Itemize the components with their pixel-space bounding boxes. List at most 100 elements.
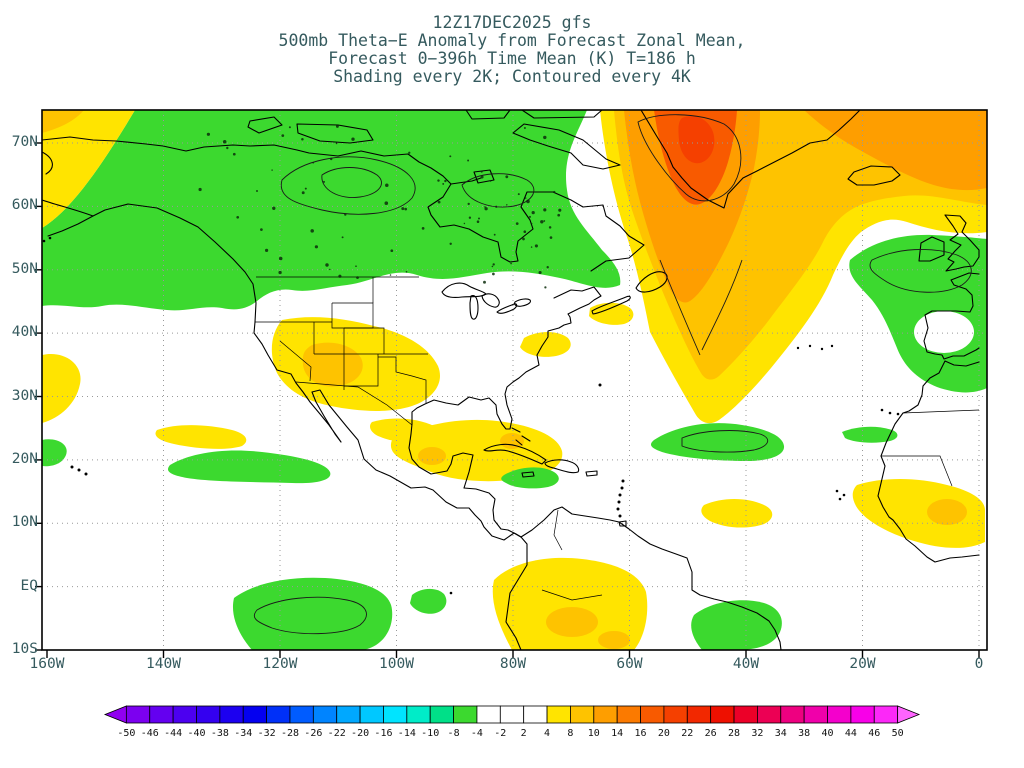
map-svg [35, 109, 988, 658]
lake-dot [493, 233, 496, 236]
colorbar-tick-label: -20 [351, 728, 369, 739]
lake-dot [553, 190, 556, 194]
colorbar-cell [149, 705, 174, 724]
lake-dot [444, 179, 447, 183]
lake-dot [335, 125, 339, 128]
colorbar-cell [616, 705, 641, 724]
y-tick-label-30N: 30N [11, 387, 38, 404]
shade-midatl-green-east [842, 426, 898, 443]
coast-southampton-island [473, 169, 495, 184]
colorbar-cell [827, 705, 852, 724]
lake-dot [206, 132, 211, 136]
x-tick-label-160W: 160W [29, 656, 65, 672]
lake-dot [236, 215, 240, 219]
border-texas-panhandle [378, 356, 427, 403]
lake-dot [484, 207, 488, 211]
lake-dot [480, 175, 484, 179]
lake-dot [530, 222, 533, 225]
lake-dot [543, 220, 546, 222]
contour-greenland [637, 114, 742, 202]
coast-alaska-west [42, 151, 53, 175]
coast-ireland [918, 236, 945, 262]
lake-dot [335, 142, 338, 145]
coast-lake-michigan [469, 295, 479, 320]
colorbar-tick-label: 26 [705, 728, 717, 739]
contour-tongue-east [701, 259, 743, 351]
colorbar-tick-label: 46 [868, 728, 880, 739]
shade-epac-green-band [167, 450, 331, 484]
colorbar-tick-label: -38 [211, 728, 229, 739]
shade-samerica-gold-1 [546, 607, 598, 637]
coast-devon-island [465, 110, 511, 120]
coast-lake-ontario [513, 298, 532, 307]
x-tick-label-120W: 120W [262, 656, 298, 672]
colorbar-tick-label: -8 [448, 728, 460, 739]
coast-nova-scotia [591, 295, 631, 315]
colorbar-tick-label: -46 [141, 728, 159, 739]
y-tick-label-70N: 70N [11, 134, 38, 150]
lake-dot [405, 270, 408, 273]
y-tick-label-50N: 50N [11, 260, 38, 277]
lake-dot [510, 262, 512, 265]
lake-dot [549, 236, 553, 239]
contour-midatl-green [681, 430, 769, 453]
lake-dot [442, 182, 445, 185]
map-plot-area [35, 109, 988, 658]
border-new-mexico [343, 354, 379, 390]
colorbar-cell [499, 705, 525, 724]
lake-dot [543, 208, 547, 212]
lake-dot [492, 263, 495, 266]
coast-trinidad [618, 520, 627, 527]
colorbar-cell [850, 705, 875, 724]
shade-europe-green [849, 234, 987, 393]
shade-samerica-gold-2 [598, 631, 630, 649]
shade-topleft-gold [42, 110, 84, 133]
y-tick-label-10S: 10S [11, 641, 38, 657]
shade-gulf-gold-2 [500, 433, 524, 449]
colorbar-tick-label: -10 [421, 728, 439, 739]
coast-iceland [847, 165, 901, 186]
colorbar-tick-label: -40 [187, 728, 205, 739]
lake-dot [222, 140, 227, 144]
lake-dot [449, 155, 452, 158]
title-forecast-line: Forecast 0−396h Time Mean (K) T=186 h [328, 49, 696, 68]
lake-dot [522, 237, 525, 241]
chart-title-block: 12Z17DEC2025 gfs 500mb Theta−E Anomaly f… [0, 14, 1024, 86]
colorbar-tick-label: 10 [588, 728, 600, 739]
lake-dot [492, 272, 495, 276]
coast-ellesmere-island [521, 110, 603, 119]
map-frame [41, 109, 988, 651]
colorbar-cell [873, 705, 899, 724]
lake-dot [468, 216, 472, 219]
shade-maritime-yellow [589, 302, 634, 325]
colorbar-cell [686, 705, 712, 724]
borders-layer [255, 276, 980, 601]
lakes-speckle-layer [198, 125, 562, 289]
coast-greenland [640, 110, 861, 209]
lake-dot [546, 266, 549, 269]
lake-dot [198, 187, 202, 192]
coastlines-layer [42, 110, 980, 650]
colorbar-tick-label: 44 [845, 728, 857, 739]
colorbar-cell [242, 705, 268, 724]
lake-dot [314, 245, 319, 249]
colorbar-tick-label: 22 [681, 728, 693, 739]
shade-carolina-yellow [520, 332, 571, 357]
colorbar-cell [453, 705, 478, 724]
lake-dot [281, 134, 285, 137]
colorbar-cell [219, 705, 244, 724]
title-shading-line: Shading every 2K; Contoured every 4K [333, 67, 691, 86]
lake-dot [260, 228, 263, 231]
coast-bahamas [511, 427, 531, 446]
lake-dot [232, 152, 236, 156]
colorbar-tick-label: 14 [611, 728, 623, 739]
lake-dot [505, 175, 509, 179]
lake-dot [421, 227, 425, 230]
x-tick-label-140W: 140W [146, 656, 181, 672]
lake-dot [524, 197, 527, 199]
shade-midatl-trop-yellow [701, 499, 773, 528]
colorbar-tick-label: -2 [494, 728, 506, 739]
coast-jamaica [521, 471, 535, 478]
lake-dot [506, 204, 508, 206]
